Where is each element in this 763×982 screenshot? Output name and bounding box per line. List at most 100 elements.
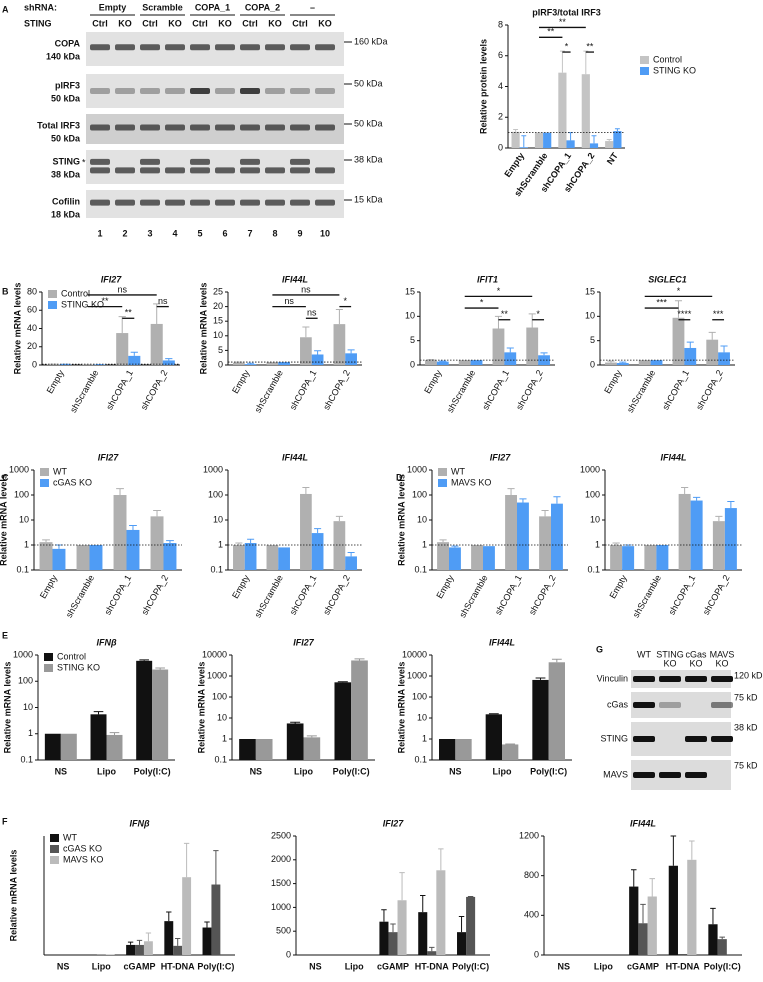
x-tick-label: Lipo — [294, 766, 313, 776]
x-tick-label: Empty — [422, 368, 444, 396]
blot-band — [633, 702, 655, 708]
blot-row-label: pIRF3 — [55, 80, 80, 90]
bar — [436, 361, 449, 365]
chart-title: IFI44L — [282, 452, 308, 462]
legend-label: WT — [63, 832, 77, 842]
bar — [708, 924, 718, 955]
bar — [613, 131, 622, 148]
y-tick-label: 0 — [32, 359, 37, 369]
x-tick-label: shCOPA_2 — [139, 573, 170, 616]
x-tick-label: Poly(I:C) — [134, 766, 171, 776]
legend-swatch — [50, 834, 59, 842]
bar — [656, 545, 669, 570]
bar — [60, 733, 77, 760]
bar — [690, 500, 703, 570]
x-tick-label: NS — [309, 961, 322, 971]
error-bar — [354, 658, 365, 661]
significance-label: * — [677, 286, 681, 296]
y-tick-label: 0 — [590, 359, 595, 369]
error-bar — [583, 50, 589, 75]
lane-label: KO — [118, 18, 132, 28]
lane-number: 1 — [97, 228, 102, 238]
bar — [311, 533, 324, 570]
significance-label: ** — [547, 27, 555, 37]
lane-label: Ctrl — [242, 18, 258, 28]
error-bar — [614, 128, 620, 132]
legend-label: Control — [57, 651, 86, 661]
panel-label: G — [596, 644, 603, 654]
lane-group: COPA_2 — [245, 2, 280, 12]
error-bar — [488, 713, 499, 715]
panel-label: C — [2, 472, 9, 482]
bar — [427, 951, 437, 955]
x-tick-label: Empty — [230, 368, 252, 396]
y-tick-label: 10 — [417, 712, 427, 722]
significance-label: ** — [586, 41, 594, 51]
blot-band — [90, 199, 110, 206]
bar — [647, 896, 657, 955]
x-tick-label: cGAMP — [627, 961, 659, 971]
x-tick-label: NS — [55, 766, 68, 776]
lane-number: 6 — [222, 228, 227, 238]
chart-title: IFI44L — [660, 452, 686, 462]
blot-band — [685, 772, 707, 778]
error-bar — [420, 895, 426, 913]
blot-band — [140, 199, 160, 206]
blot-band — [315, 88, 335, 94]
y-tick-label: 1 — [28, 728, 33, 738]
chart-title: SIGLEC1 — [648, 274, 687, 284]
blot-band — [290, 88, 310, 94]
bar — [622, 546, 635, 570]
bar — [439, 739, 456, 760]
y-tick-label: 100 — [212, 691, 227, 701]
chart-title: pIRF3/total IRF3 — [532, 7, 601, 17]
blot-band — [165, 199, 185, 206]
y-tick-label: 15 — [213, 316, 223, 326]
error-bar — [290, 721, 301, 724]
y-tick-label: 5 — [218, 345, 223, 355]
significance-label: * — [565, 41, 569, 51]
bar — [457, 932, 467, 955]
bar — [511, 131, 520, 148]
legend-swatch — [40, 479, 49, 487]
blot-strip — [86, 150, 344, 184]
y-tick-label: 100 — [412, 691, 427, 701]
blot-row-size: 140 kDa — [46, 51, 81, 61]
bar — [706, 339, 719, 365]
error-bar — [719, 936, 725, 940]
blot-band — [140, 124, 160, 131]
y-tick-label: 15 — [585, 286, 595, 296]
blot-band — [685, 736, 707, 742]
lane-number: 10 — [320, 228, 330, 238]
error-bar — [670, 835, 677, 866]
blot-row-label: STING — [600, 733, 628, 743]
bar — [388, 932, 398, 955]
blot-column: MAVS — [710, 649, 735, 659]
y-tick-label: 10 — [405, 311, 415, 321]
x-tick-label: Empty — [230, 573, 252, 601]
lane-number: 9 — [297, 228, 302, 238]
y-tick-label: 10 — [23, 702, 33, 712]
legend-swatch — [44, 664, 53, 672]
bar — [678, 493, 691, 570]
bar — [150, 516, 164, 570]
blot-band — [190, 44, 210, 51]
chart-title: IFI27 — [383, 818, 405, 828]
y-tick-label: 15 — [405, 286, 415, 296]
blot-column: cGas — [685, 649, 707, 659]
error-bar — [93, 711, 104, 715]
error-bar — [553, 496, 561, 504]
significance-label: *** — [713, 309, 724, 319]
bar — [605, 362, 617, 365]
x-tick-label: HT-DNA — [415, 961, 449, 971]
y-tick-label: 0.1 — [414, 754, 427, 764]
blot-band — [685, 676, 707, 682]
bar — [334, 682, 352, 760]
error-bar — [727, 500, 735, 509]
blot-band — [115, 167, 135, 174]
error-bar — [175, 938, 181, 946]
error-bar — [606, 139, 612, 142]
blot-band — [140, 158, 160, 165]
y-tick-label: 20 — [213, 301, 223, 311]
bar — [638, 360, 651, 365]
